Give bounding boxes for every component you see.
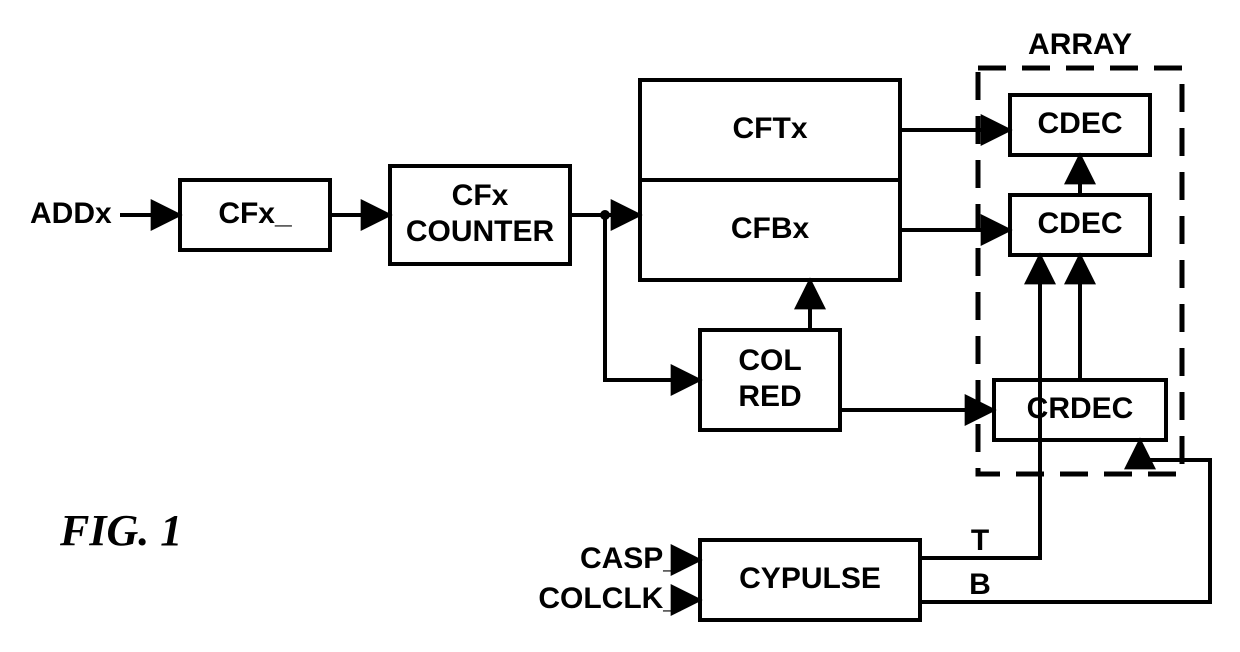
colred-l2: RED xyxy=(738,380,801,413)
cfx-label: CFx_ xyxy=(218,197,292,230)
B-label: B xyxy=(969,568,991,601)
cypulse-label: CYPULSE xyxy=(739,562,881,595)
cdec2-label: CDEC xyxy=(1037,207,1122,240)
colred-l1: COL xyxy=(738,344,801,377)
figure-caption: FIG. 1 xyxy=(59,506,182,555)
colclk-label: COLCLK_ xyxy=(538,582,680,615)
cftx-label: CFTx xyxy=(733,112,808,145)
cdec1-label: CDEC xyxy=(1037,107,1122,140)
crdec-label: CRDEC xyxy=(1027,392,1134,425)
T-label: T xyxy=(971,524,989,557)
arrow-B xyxy=(920,440,1210,602)
addx-label: ADDx xyxy=(30,197,112,230)
counter-l1: CFx xyxy=(452,179,509,212)
array-label: ARRAY xyxy=(1028,28,1132,61)
cfbx-label: CFBx xyxy=(731,212,810,245)
casp-label: CASP_ xyxy=(580,542,680,575)
counter-l2: COUNTER xyxy=(406,215,555,248)
